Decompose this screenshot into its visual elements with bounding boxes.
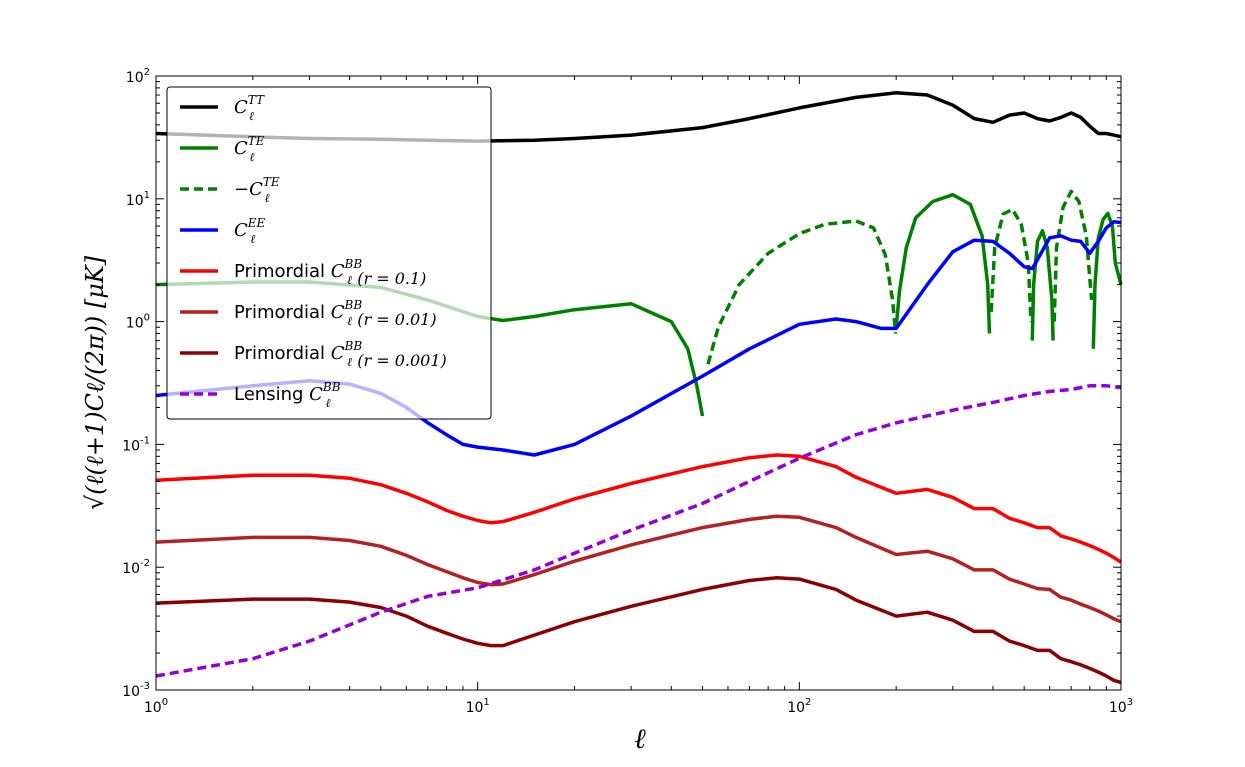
legend-box <box>166 86 492 420</box>
y-tick-label-3: 100 <box>126 313 150 332</box>
legend-label-bb001: Primordial CBB ℓ (r = 0.01) <box>234 298 437 329</box>
x-axis-label: ℓ <box>634 722 646 755</box>
y-tick-label-0: 10-3 <box>122 681 150 700</box>
legend-label-ee: CEE ℓ <box>234 216 266 246</box>
y-tick-label-5: 102 <box>126 67 150 86</box>
x-tick-label-3: 103 <box>1109 697 1133 716</box>
series-te_pos-line-2 <box>1030 228 1055 341</box>
series-te_neg-line-1 <box>989 207 1033 322</box>
series-ee-line-0 <box>155 220 1122 457</box>
series-bb0001 <box>155 576 1122 685</box>
legend-label-tt: CTT ℓ <box>234 93 265 123</box>
legend-label-lensing: Lensing CBB ℓ <box>234 380 341 410</box>
y-tick-label-4: 101 <box>126 190 150 209</box>
legend: CTT ℓ CTE ℓ −CTE ℓ CEE ℓ Primordial CBB ℓ (r = 0.… <box>166 86 492 420</box>
series-lensing <box>155 384 1122 678</box>
x-tick-label-0: 100 <box>144 697 168 716</box>
axis-ticks: 100 101 102 103 10-3 10-2 10-1 100 101 102 <box>122 67 1133 716</box>
y-axis-label: √(ℓ(ℓ+1)Cℓ/(2π)) [μK] <box>81 255 109 510</box>
series-te_pos-line-1 <box>894 192 992 334</box>
series-te_neg-line-0 <box>706 219 898 365</box>
legend-label-te_neg: −CTE ℓ <box>234 175 280 205</box>
series-bb001-line-0 <box>155 514 1122 624</box>
series-bb01 <box>155 453 1122 564</box>
legend-label-bb01: Primordial CBB ℓ (r = 0.1) <box>234 257 426 288</box>
legend-label-bb0001: Primordial CBB ℓ (r = 0.001) <box>234 339 447 370</box>
series-ee <box>155 220 1122 457</box>
series-bb01-line-0 <box>155 453 1122 564</box>
series-te_pos-line-3 <box>1091 211 1123 349</box>
series-bb0001-line-0 <box>155 576 1122 685</box>
series-te_neg-line-2 <box>1052 189 1094 322</box>
x-tick-label-2: 102 <box>787 697 811 716</box>
x-tick-label-1: 101 <box>466 697 490 716</box>
series-layer <box>155 91 1123 685</box>
series-lensing-line-0 <box>155 384 1122 678</box>
series-bb001 <box>155 514 1122 624</box>
y-tick-label-2: 10-1 <box>122 435 150 454</box>
plot-frame <box>155 75 1122 691</box>
y-tick-label-1: 10-2 <box>122 558 150 577</box>
series-te_neg <box>706 189 1094 365</box>
legend-label-te_pos: CTE ℓ <box>234 134 265 164</box>
